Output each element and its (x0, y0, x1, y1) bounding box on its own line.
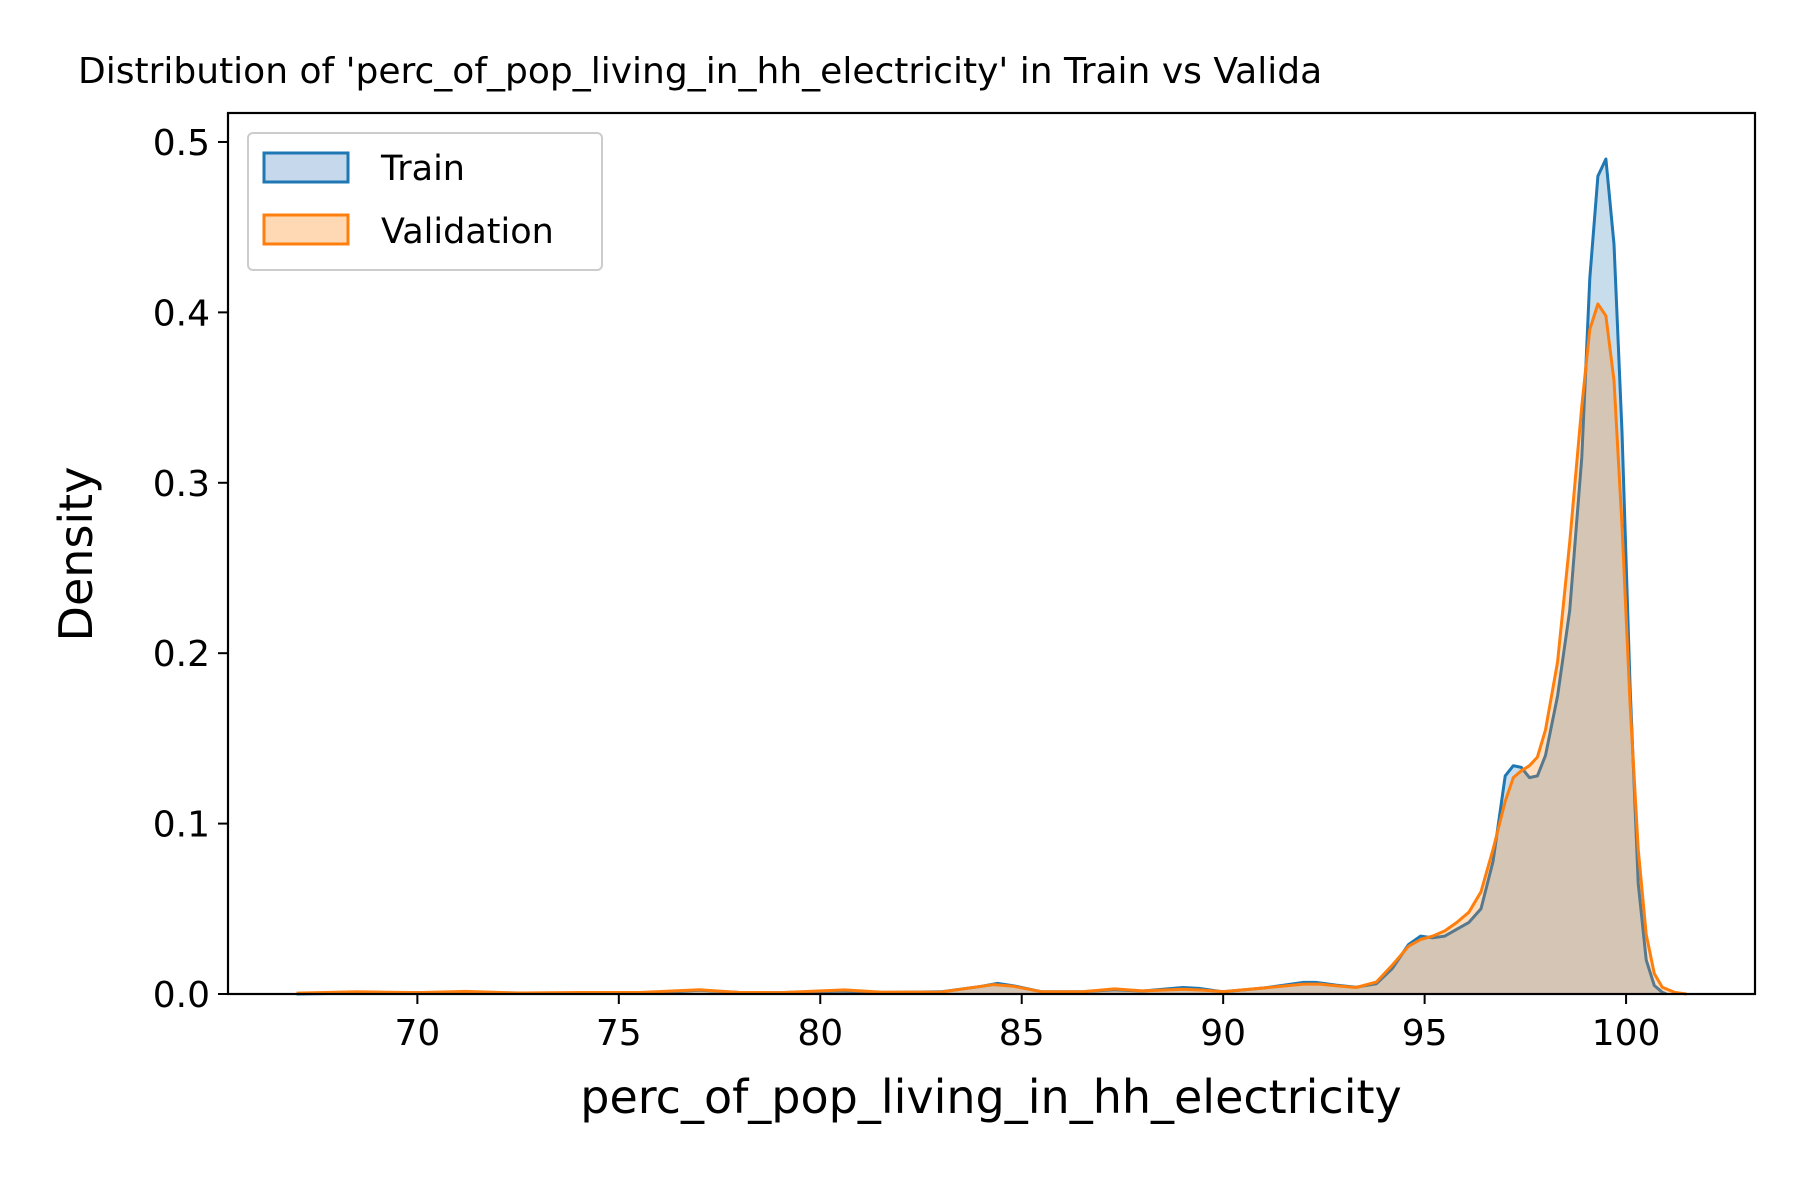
y-tick-label: 0.0 (153, 975, 210, 1016)
chart-title: Distribution of 'perc_of_pop_living_in_h… (78, 51, 1322, 92)
x-tick-label: 80 (797, 1013, 843, 1054)
x-axis: 70 75 80 85 90 95 100 (394, 994, 1660, 1054)
y-tick-label: 0.2 (153, 634, 210, 675)
x-tick-label: 95 (1402, 1013, 1448, 1054)
y-tick-label: 0.4 (153, 293, 210, 334)
x-tick-label: 100 (1592, 1013, 1661, 1054)
plot-frame (226, 111, 1757, 996)
y-tick-label: 0.1 (153, 805, 210, 846)
y-axis-label: Density (49, 467, 103, 642)
series-area-validation (296, 303, 1687, 994)
legend-label-train: Train (380, 149, 465, 189)
series-line-train (296, 157, 1667, 996)
legend: Train Validation (247, 132, 603, 271)
legend-swatch-validation (262, 213, 350, 246)
x-tick-label: 85 (999, 1013, 1045, 1054)
series-area-train (296, 159, 1667, 994)
legend-label-validation: Validation (381, 212, 554, 252)
series-line-validation (296, 302, 1687, 996)
x-tick-label: 90 (1200, 1013, 1246, 1054)
x-tick-label: 75 (596, 1013, 642, 1054)
series-layer (296, 157, 1687, 996)
x-tick-label: 70 (394, 1013, 440, 1054)
x-axis-label: perc_of_pop_living_in_hh_electricity (580, 1070, 1401, 1124)
y-tick-label: 0.3 (153, 464, 210, 505)
legend-swatch-train (262, 151, 350, 184)
y-axis: 0.0 0.1 0.2 0.3 0.4 0.5 (153, 123, 228, 1016)
y-tick-label: 0.5 (153, 123, 210, 164)
